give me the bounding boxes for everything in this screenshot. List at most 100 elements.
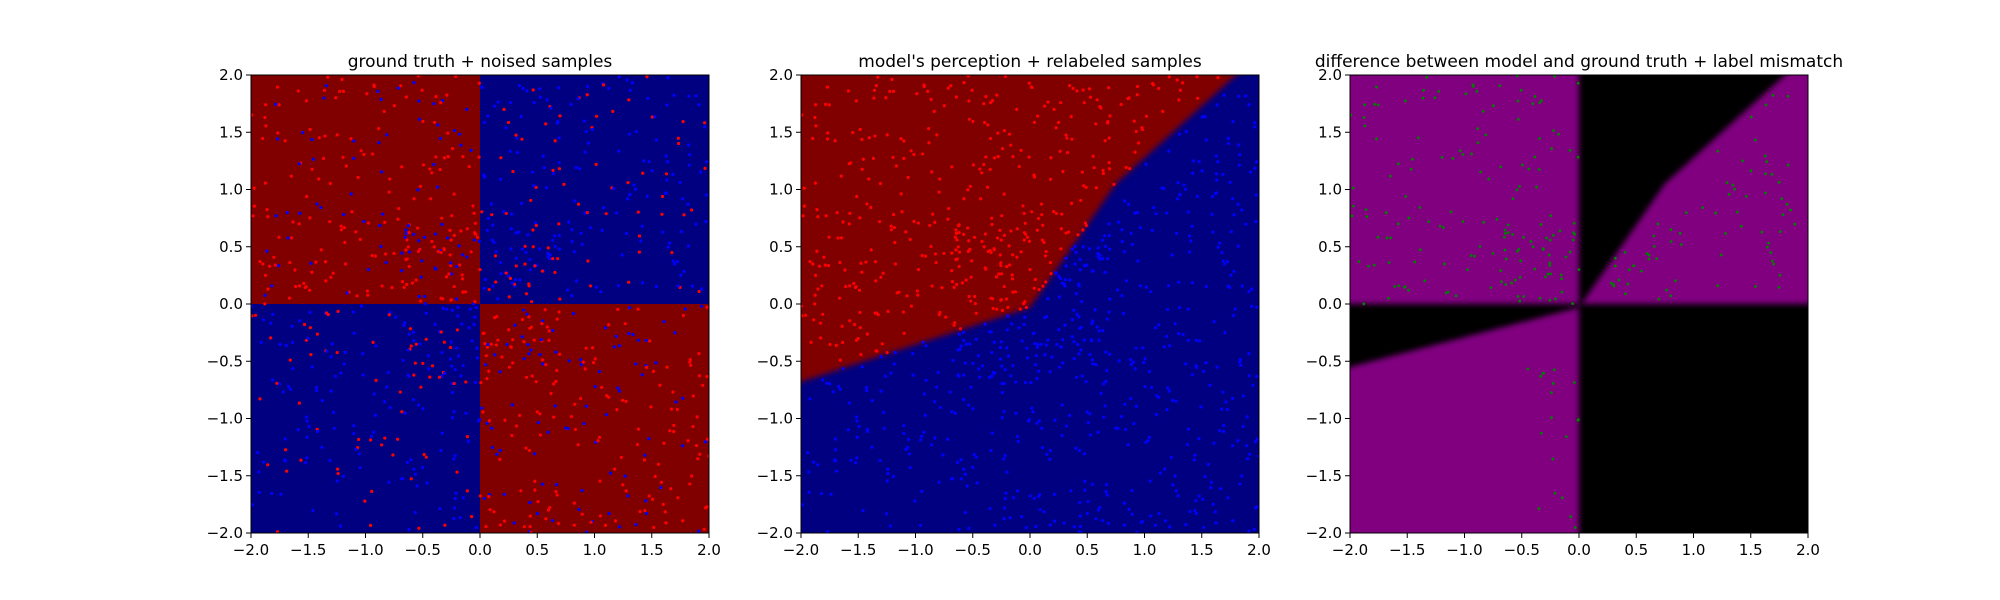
scatter-point: [291, 367, 295, 371]
scatter-point: [498, 177, 503, 181]
scatter-point: [1511, 197, 1515, 201]
scatter-point: [1522, 295, 1526, 298]
scatter-point: [968, 247, 972, 251]
scatter-point: [569, 102, 573, 107]
scatter-point: [419, 275, 423, 279]
scatter-point: [531, 245, 535, 249]
scatter-point: [365, 92, 369, 96]
scatter-point: [688, 360, 692, 364]
scatter-point: [459, 143, 463, 147]
scatter-point: [1004, 491, 1008, 495]
scatter-point: [946, 217, 950, 221]
scatter-point: [261, 262, 265, 266]
scatter-point: [686, 202, 690, 206]
scatter-point: [1053, 418, 1057, 422]
scatter-point: [864, 260, 868, 264]
scatter-point: [807, 470, 811, 474]
scatter-point: [458, 263, 462, 267]
scatter-point: [528, 524, 532, 529]
scatter-point: [860, 167, 864, 171]
scatter-point: [418, 184, 423, 188]
scatter-point: [527, 284, 531, 288]
scatter-point: [946, 86, 950, 90]
scatter-point: [508, 149, 512, 153]
scatter-point: [936, 370, 940, 375]
scatter-point: [999, 263, 1003, 268]
scatter-point: [632, 183, 636, 187]
scatter-point: [294, 284, 298, 289]
scatter-point: [1072, 525, 1076, 529]
scatter-point: [270, 284, 274, 288]
scatter-point: [490, 445, 495, 450]
scatter-point: [306, 336, 310, 341]
scatter-point: [417, 239, 421, 243]
x-tick-label: 1.0: [1133, 541, 1157, 559]
scatter-point: [565, 288, 570, 292]
scatter-point: [1225, 260, 1230, 264]
scatter-point: [1410, 157, 1414, 161]
scatter-point: [494, 343, 498, 347]
scatter-point: [452, 284, 456, 289]
scatter-point: [1531, 245, 1535, 249]
scatter-point: [1716, 149, 1720, 153]
scatter-point: [535, 512, 539, 516]
scatter-point: [1143, 357, 1147, 361]
scatter-point: [1063, 277, 1068, 282]
scatter-point: [558, 352, 562, 356]
scatter-point: [554, 350, 558, 354]
scatter-point: [483, 277, 487, 282]
scatter-point: [1404, 99, 1407, 103]
scatter-point: [658, 383, 662, 387]
scatter-point: [523, 262, 527, 266]
scatter-point: [705, 160, 709, 164]
scatter-point: [973, 294, 977, 299]
scatter-point: [301, 130, 305, 135]
scatter-point: [1573, 381, 1576, 384]
scatter-point: [839, 174, 843, 178]
scatter-point: [407, 374, 411, 378]
scatter-point: [1461, 220, 1465, 223]
scatter-point: [534, 223, 538, 228]
scatter-point: [1164, 334, 1169, 338]
scatter-point: [275, 381, 279, 385]
scatter-point: [885, 350, 889, 355]
scatter-point: [591, 361, 596, 365]
scatter-point: [257, 490, 261, 494]
scatter-point: [851, 130, 855, 135]
scatter-point: [275, 137, 280, 141]
scatter-point: [1011, 290, 1015, 294]
scatter-point: [590, 127, 595, 132]
scatter-point: [1000, 214, 1004, 218]
scatter-point: [403, 411, 407, 415]
scatter-point: [858, 326, 862, 330]
scatter-point: [417, 403, 421, 407]
scatter-point: [274, 102, 278, 106]
scatter-point: [626, 494, 630, 498]
scatter-point: [1175, 78, 1179, 82]
scatter-point: [801, 314, 804, 318]
scatter-point: [1777, 286, 1781, 289]
scatter-point: [1157, 323, 1161, 327]
scatter-point: [697, 374, 702, 378]
scatter-point: [525, 312, 529, 316]
scatter-point: [372, 392, 376, 396]
scatter-point: [274, 214, 278, 218]
scatter-point: [1564, 255, 1568, 259]
scatter-point: [852, 281, 856, 285]
scatter-point: [1082, 184, 1086, 188]
scatter-point: [1656, 222, 1660, 226]
scatter-point: [1553, 75, 1556, 78]
scatter-point: [1107, 161, 1111, 165]
scatter-point: [937, 313, 941, 317]
scatter-point: [401, 358, 405, 363]
scatter-point: [1363, 124, 1367, 128]
scatter-point: [688, 482, 692, 486]
scatter-point: [1002, 284, 1006, 289]
scatter-point: [1106, 521, 1111, 526]
scatter-point: [275, 530, 280, 533]
scatter-point: [827, 103, 831, 107]
scatter-point: [933, 436, 937, 440]
scatter-point: [1510, 281, 1513, 285]
scatter-point: [1669, 294, 1673, 298]
scatter-point: [438, 506, 442, 511]
